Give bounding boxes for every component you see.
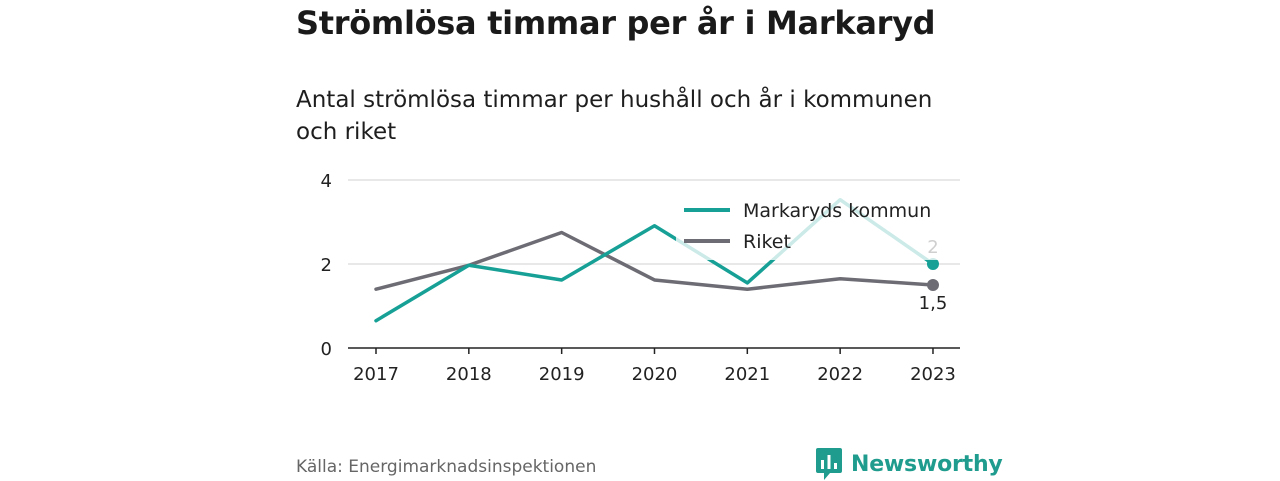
brand-name: Newsworthy — [851, 451, 1003, 477]
chart-subtitle: Antal strömlösa timmar per hushåll och å… — [296, 87, 933, 145]
y-tick-label: 4 — [321, 171, 332, 192]
source-note: Källa: Energimarknadsinspektionen — [296, 457, 597, 477]
x-tick-label: 2021 — [724, 364, 770, 385]
x-tick-label: 2018 — [446, 364, 492, 385]
legend-label: Riket — [743, 231, 791, 253]
x-tick-label: 2023 — [910, 364, 956, 385]
end-value-label-markaryd: 2 — [927, 237, 938, 258]
end-marker-riket — [926, 279, 939, 291]
x-tick-label: 2022 — [817, 364, 863, 385]
chart-title: Strömlösa timmar per år i Markaryd — [296, 4, 936, 42]
x-tick-label: 2019 — [539, 364, 585, 385]
x-tick-label: 2020 — [632, 364, 678, 385]
legend-background — [676, 194, 946, 260]
bar-chart-speech-bubble-icon — [816, 448, 842, 480]
x-tick-label: 2017 — [353, 364, 399, 385]
end-marker-markaryd — [926, 258, 939, 270]
brand-logo: Newsworthy — [815, 447, 1003, 481]
end-value-label-riket: 1,5 — [919, 293, 948, 314]
y-tick-label: 0 — [321, 339, 332, 360]
y-tick-label: 2 — [321, 255, 332, 276]
legend-label: Markaryds kommun — [743, 200, 931, 222]
